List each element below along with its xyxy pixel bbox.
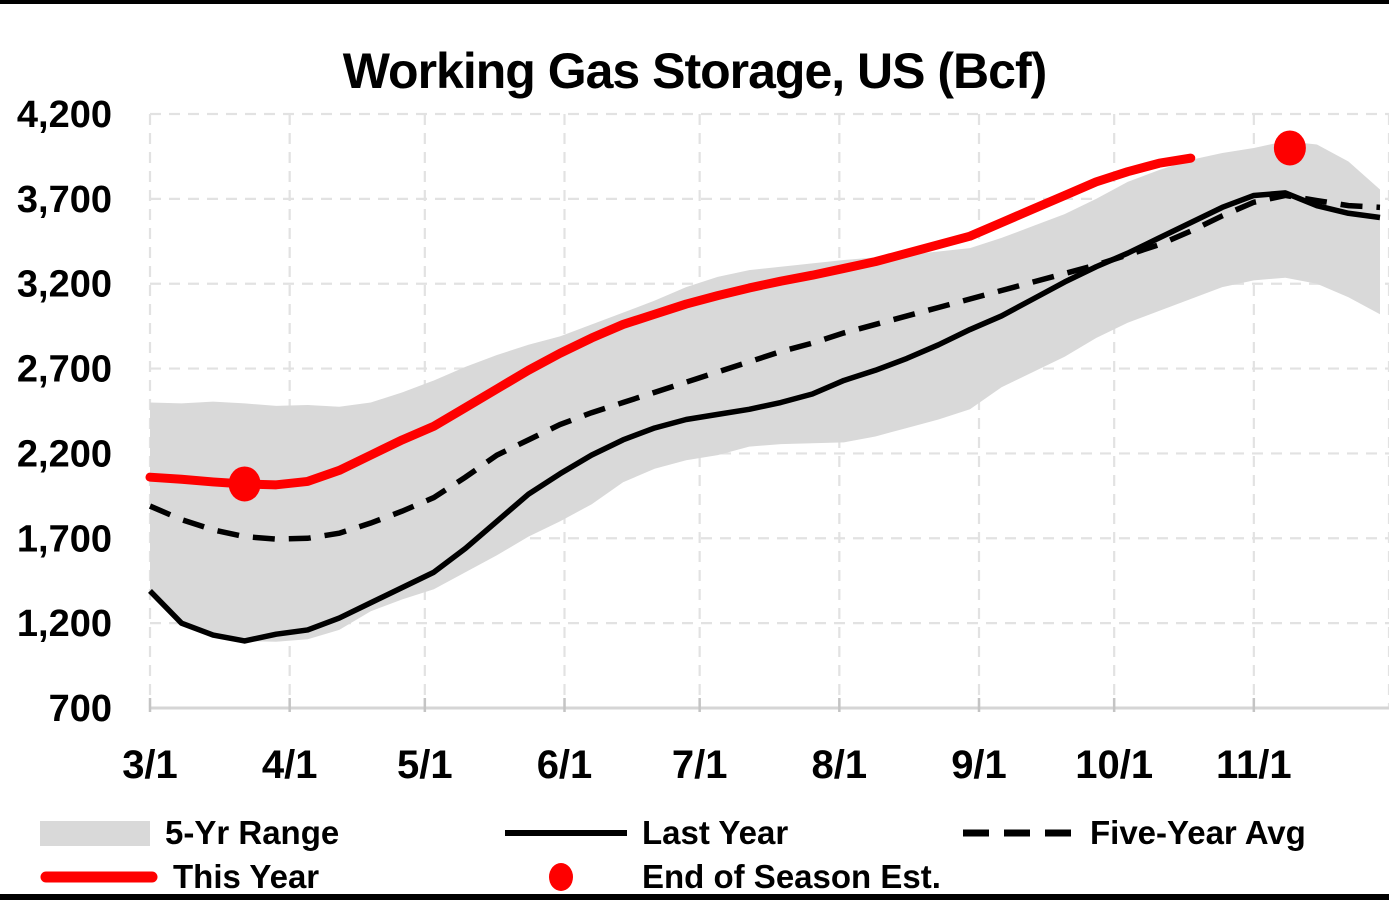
legend-label: Last Year: [642, 814, 789, 851]
legend-item-this-year: This Year: [40, 855, 319, 899]
end-of-season-dot: [228, 466, 261, 502]
black-dashed-swatch: [963, 829, 1075, 837]
gray-band-swatch: [40, 821, 150, 846]
y-tick-labels: 700 1,200 1,700 2,200 2,700 3,200 3,700 4,200: [17, 94, 112, 730]
y-tick-label: 3,700: [17, 179, 112, 221]
legend-label: 5-Yr Range: [165, 814, 340, 851]
five-year-avg-line: [148, 192, 1381, 542]
x-tick-label: 7/1: [672, 743, 728, 787]
legend-item-last-year: Last Year: [505, 811, 788, 855]
y-tick-label: 2,200: [17, 433, 112, 475]
x-tick-label: 8/1: [812, 743, 868, 787]
x-axis-ticks: [148, 698, 1256, 712]
y-tick-label: 2,700: [17, 349, 112, 391]
x-tick-label: 6/1: [537, 743, 593, 787]
legend-label: This Year: [173, 858, 320, 895]
black-line-swatch: [505, 830, 627, 836]
x-tick-label: 9/1: [951, 743, 1007, 787]
y-tick-label: 3,200: [17, 264, 112, 306]
this-year-line: [145, 153, 1196, 490]
legend-label: Five-Year Avg: [1090, 814, 1306, 851]
x-tick-label: 3/1: [122, 743, 178, 787]
end-of-season-dot: [1273, 130, 1306, 166]
chart-title: Working Gas Storage, US (Bcf): [342, 43, 1048, 99]
x-tick-labels: 3/1 4/1 5/1 6/1 7/1 8/1 9/1 10/1 11/1: [122, 743, 1291, 787]
y-tick-label: 700: [49, 688, 112, 730]
last-year-line: [148, 190, 1381, 644]
red-dot-swatch: [549, 863, 573, 891]
frame-border-bottom: [0, 894, 1389, 900]
x-tick-label: 5/1: [397, 743, 453, 787]
x-tick-label: 4/1: [262, 743, 318, 787]
x-tick-label: 10/1: [1075, 743, 1153, 787]
red-line-swatch: [40, 871, 158, 883]
frame-border-top: [0, 0, 1389, 4]
legend-item-5yr-range: 5-Yr Range: [40, 811, 339, 855]
y-tick-label: 1,700: [17, 518, 112, 560]
x-tick-label: 11/1: [1216, 743, 1292, 787]
legend-label: End of Season Est.: [642, 858, 941, 895]
y-tick-label: 1,200: [17, 603, 112, 645]
end-of-season-dots: [228, 130, 1306, 502]
legend-item-five-year-avg: Five-Year Avg: [963, 811, 1306, 855]
five-year-range-band: [150, 141, 1380, 642]
legend-item-end-of-season: End of Season Est.: [505, 855, 941, 899]
y-tick-label: 4,200: [17, 94, 112, 136]
